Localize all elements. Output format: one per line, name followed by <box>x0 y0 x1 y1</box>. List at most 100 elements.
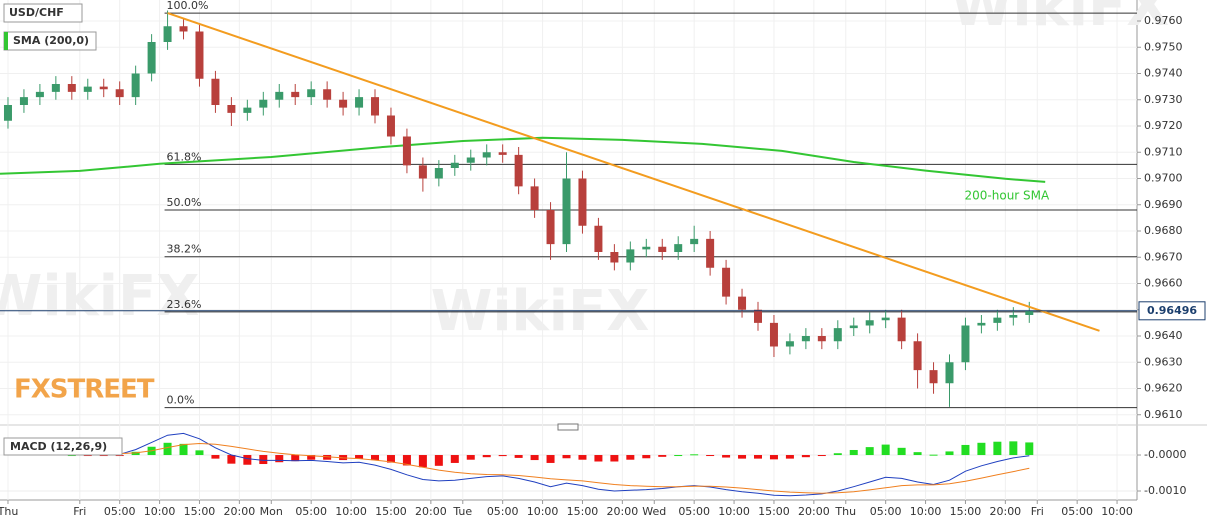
fib-label: 100.0% <box>167 0 209 12</box>
y-tick-label: 0.9660 <box>1144 277 1183 290</box>
trendline <box>167 12 1100 332</box>
macd-histogram-bar <box>642 455 651 459</box>
candle-body <box>51 84 60 92</box>
x-tick-label: 20:00 <box>415 505 447 518</box>
candle-body <box>690 238 699 245</box>
y-tick-label: 0.9760 <box>1144 14 1183 27</box>
panel-resize-handle[interactable] <box>557 423 579 431</box>
macd-line <box>7 432 1030 497</box>
candle-body <box>626 249 635 263</box>
candle-body <box>386 115 395 137</box>
macd-histogram-bar <box>658 455 667 457</box>
candle-body <box>929 370 938 384</box>
candle-body <box>179 26 188 32</box>
y-tick-label: -0.0000 <box>1144 448 1186 461</box>
y-tick-label: 0.9630 <box>1144 355 1183 368</box>
macd-histogram-bar <box>530 455 539 461</box>
macd-histogram-bar <box>227 455 236 464</box>
sma-annotation: 200-hour SMA <box>965 188 1051 202</box>
candle-body <box>610 252 619 263</box>
macd-histogram-bar <box>323 455 332 460</box>
x-tick-label: Fri <box>73 505 86 518</box>
symbol-box <box>3 3 83 23</box>
y-tick-label: 0.9670 <box>1144 250 1183 263</box>
x-tick-label: 15:00 <box>758 505 790 518</box>
macd-histogram-bar <box>626 455 635 460</box>
candle-body <box>67 84 76 92</box>
candle-body <box>307 89 316 98</box>
macd-histogram-bar <box>195 450 204 456</box>
macd-histogram-bar <box>897 447 906 456</box>
x-tick-label: 05:00 <box>487 505 519 518</box>
x-tick-label: Thu <box>0 505 18 518</box>
legend-swatch <box>4 32 8 50</box>
candle-body <box>722 267 731 297</box>
x-tick-label: 05:00 <box>678 505 710 518</box>
macd-histogram-bar <box>865 447 874 456</box>
macd-histogram-bar <box>977 442 986 456</box>
macd-histogram-bar <box>945 451 954 456</box>
macd-title-box <box>3 437 123 456</box>
macd-histogram-bar <box>881 444 890 456</box>
signal-line <box>7 442 1030 494</box>
candle-body <box>131 73 140 98</box>
macd-histogram-bar <box>785 455 794 459</box>
macd-title: MACD (12,26,9) <box>10 440 107 453</box>
macd-histogram-bar <box>674 455 683 457</box>
macd-histogram-bar <box>562 455 571 459</box>
y-tick-label: 0.9720 <box>1144 119 1183 132</box>
macd-histogram-bar <box>115 455 124 457</box>
y-tick-label: 0.9740 <box>1144 67 1183 80</box>
macd-histogram-bar <box>243 455 252 465</box>
candle-body <box>993 317 1002 323</box>
price-label: 0.96496 <box>1147 304 1197 317</box>
x-tick-label: Thu <box>834 505 856 518</box>
fib-label: 0.0% <box>167 394 195 407</box>
candle-body <box>115 89 124 98</box>
candle-body <box>658 246 667 252</box>
candle-body <box>450 162 459 168</box>
macd-histogram-bar <box>371 455 380 461</box>
macd-histogram-bar <box>466 455 475 460</box>
macd-histogram-bar <box>402 455 411 466</box>
candle-body <box>99 86 108 90</box>
macd-histogram-bar <box>1025 442 1034 456</box>
candle-body <box>83 86 92 92</box>
x-tick-label: Tue <box>452 505 472 518</box>
x-tick-label: 20:00 <box>224 505 256 518</box>
candle-body <box>291 91 300 98</box>
symbol-label: USD/CHF <box>9 6 64 19</box>
candle-body <box>227 105 236 113</box>
candle-body <box>466 157 475 163</box>
candle-body <box>817 336 826 342</box>
candle-body <box>243 107 252 113</box>
x-tick-label: 20:00 <box>607 505 639 518</box>
price-label-box <box>1138 301 1206 321</box>
candle-body <box>418 165 427 179</box>
macd-histogram-bar <box>355 455 364 459</box>
macd-histogram-bar <box>546 455 555 463</box>
macd-histogram-bar <box>706 455 715 457</box>
macd-histogram-bar <box>929 454 938 456</box>
watermark: WikiFX <box>0 264 199 329</box>
macd-histogram-bar <box>275 455 284 463</box>
macd-histogram-bar <box>99 455 108 457</box>
macd-histogram-bar <box>993 441 1002 456</box>
candle-body <box>163 26 172 42</box>
y-tick-label: 0.9750 <box>1144 40 1183 53</box>
candle-body <box>833 328 842 342</box>
macd-histogram-bar <box>291 455 300 462</box>
macd-histogram-bar <box>67 455 76 457</box>
macd-histogram-bar <box>498 455 507 457</box>
macd-histogram-bar <box>418 455 427 468</box>
macd-histogram-bar <box>163 442 172 456</box>
x-tick-label: 10:00 <box>910 505 942 518</box>
macd-histogram-bar <box>83 455 92 457</box>
y-tick-label: 0.9700 <box>1144 172 1183 185</box>
candle-body <box>961 325 970 363</box>
watermark: WikiFX <box>951 0 1170 39</box>
macd-histogram-bar <box>690 454 699 456</box>
candle-body <box>371 97 380 116</box>
candle-body <box>402 136 411 166</box>
candle-body <box>323 89 332 100</box>
